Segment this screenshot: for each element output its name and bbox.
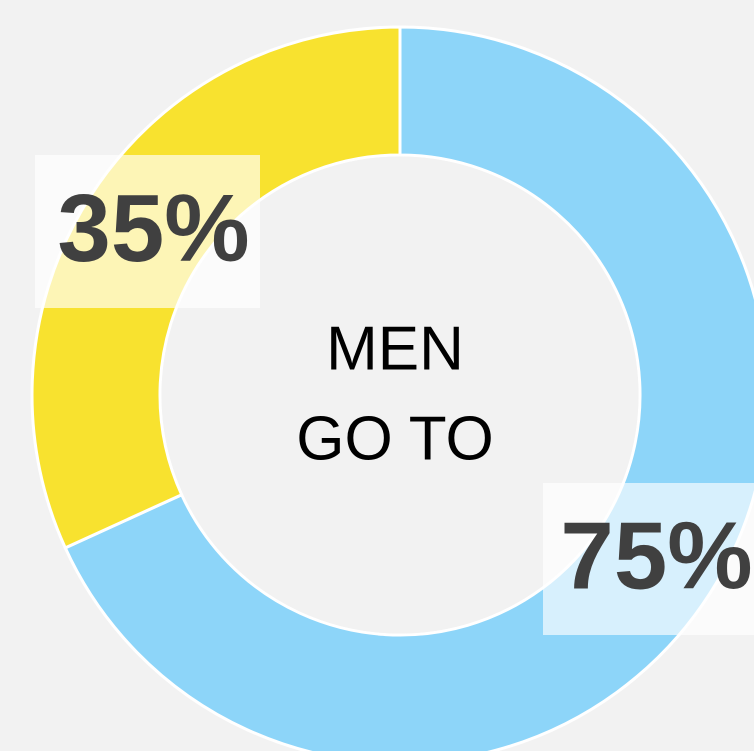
label-box (543, 483, 754, 635)
value-label: 35% (57, 175, 249, 282)
center-label: GO TO (296, 404, 494, 473)
donut-hole (161, 156, 639, 634)
label-box (35, 155, 260, 308)
center-label: MEN (326, 314, 464, 383)
value-label: 75% (560, 502, 752, 609)
